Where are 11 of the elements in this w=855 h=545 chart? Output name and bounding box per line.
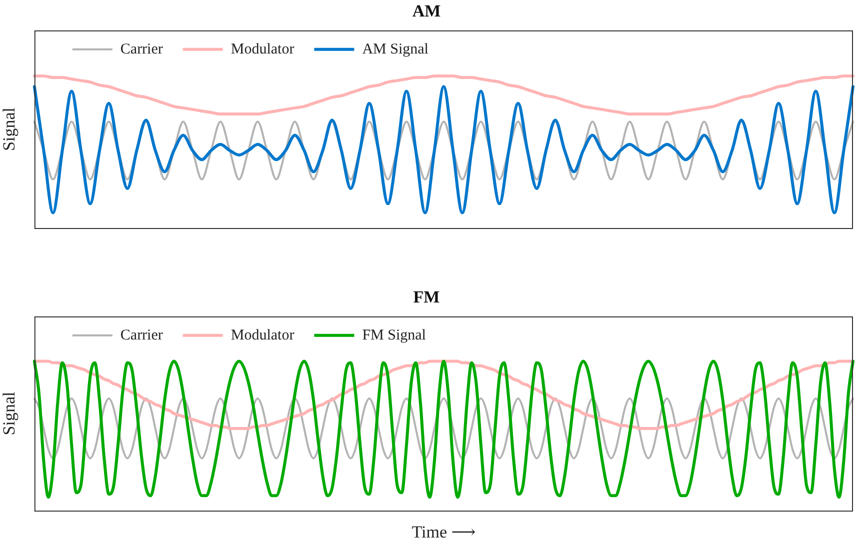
- legend-label: Carrier: [120, 327, 163, 344]
- chart-title: AM: [412, 2, 441, 21]
- legend-label: Carrier: [120, 41, 163, 58]
- legend-label: FM Signal: [362, 327, 426, 344]
- x-axis-title: Time ⟶: [412, 522, 476, 542]
- chart-title: FM: [413, 288, 440, 307]
- legend-label: Modulator: [230, 41, 294, 58]
- legend-label: Modulator: [230, 327, 294, 344]
- y-axis-title: Signal: [0, 107, 19, 151]
- legend-label: AM Signal: [362, 41, 428, 58]
- y-axis-title: Signal: [0, 392, 19, 436]
